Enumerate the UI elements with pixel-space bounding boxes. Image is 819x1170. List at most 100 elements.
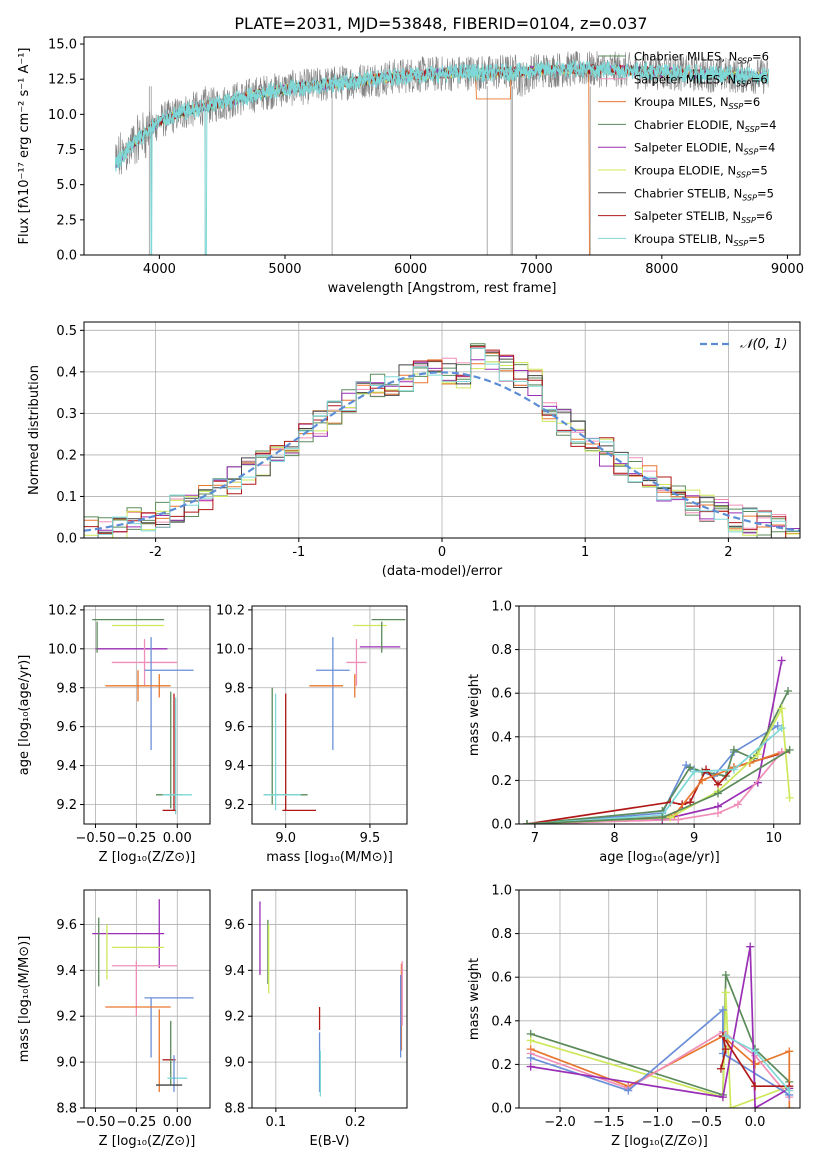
plus-marker — [751, 1104, 760, 1108]
plot-area — [92, 899, 194, 1092]
plus-marker — [726, 1104, 735, 1108]
plus-marker — [658, 813, 667, 822]
plot-area — [526, 942, 794, 1108]
x-tick-label: 6000 — [394, 262, 427, 277]
weight-line — [530, 946, 790, 1108]
plus-marker — [716, 1064, 725, 1073]
figure-title: PLATE=2031, MJD=53848, FIBERID=0104, z=0… — [234, 14, 647, 33]
y-tick-label: 9.6 — [224, 918, 245, 933]
y-tick-label: 8.8 — [224, 1102, 245, 1117]
y-tick-label: 0.3 — [56, 407, 77, 422]
plus-marker — [733, 800, 742, 809]
x-tick-label: 9000 — [771, 262, 804, 277]
gaussian-curve — [84, 371, 800, 532]
x-tick-label: 2 — [724, 545, 732, 560]
weight-line — [526, 749, 791, 824]
y-tick-label: 0.4 — [491, 730, 512, 745]
x-tick-label: 0.00 — [163, 831, 192, 846]
y-tick-label: 9.6 — [56, 918, 77, 933]
x-tick-label: −1.5 — [593, 1115, 625, 1130]
plus-marker — [721, 988, 730, 997]
y-axis-label: age [log₁₀(age/yr)] — [17, 655, 32, 776]
axes-frame — [251, 889, 408, 1109]
x-axis-label: age [log₁₀(age/yr)] — [599, 850, 720, 865]
x-tick-label: −0.25 — [116, 831, 156, 846]
weight-series — [522, 704, 794, 824]
weight-series — [522, 687, 793, 824]
y-tick-label: 0.2 — [491, 1058, 512, 1073]
y-tick-label: 0.2 — [56, 448, 77, 463]
y-tick-label: 10.2 — [216, 603, 245, 618]
axes-frame — [518, 889, 801, 1109]
y-tick-label: 9.6 — [56, 720, 77, 735]
legend-label: Chabrier MILES, NSSP=6 — [634, 50, 769, 66]
plus-marker — [785, 745, 794, 754]
plus-marker — [751, 1082, 760, 1091]
plus-marker — [785, 1086, 794, 1095]
plot-area — [522, 656, 794, 824]
x-tick-label: 9.5 — [360, 831, 381, 846]
y-tick-label: 1.0 — [491, 884, 512, 899]
axes-frame — [518, 605, 801, 825]
legend-label: Salpeter MILES, NSSP=6 — [634, 72, 768, 88]
y-tick-label: 9.4 — [56, 759, 77, 774]
plus-marker — [526, 1036, 535, 1045]
x-tick-label: 9.0 — [275, 831, 296, 846]
legend-label: Kroupa MILES, NSSP=6 — [634, 95, 760, 111]
y-tick-label: 10.0 — [216, 642, 245, 657]
y-tick-label: 0.2 — [491, 774, 512, 789]
x-axis-label: Z [log₁₀(Z/Z⊙)] — [611, 1134, 708, 1149]
y-axis-label: mass [log₁₀(M/M⊙)] — [17, 936, 32, 1063]
y-tick-label: 9.4 — [224, 759, 245, 774]
y-tick-label: 9.4 — [56, 964, 77, 979]
plus-marker — [718, 1093, 727, 1102]
x-tick-label: 7 — [531, 831, 539, 846]
plus-marker — [674, 815, 683, 824]
y-tick-label: 0.8 — [491, 927, 512, 942]
y-tick-label: 8.8 — [56, 1102, 77, 1117]
panel-mass_weight_vs_Z: −2.0 −1.5 −1.0 −0.5 0.0 0.0 0.2 0.4 0.6 0.8 1.0 Z [… — [467, 884, 801, 1149]
weight-line — [526, 660, 783, 824]
x-axis-label: (data-model)/error — [382, 564, 503, 579]
histogram-series — [84, 347, 800, 538]
x-axis-label: E(B-V) — [309, 1134, 349, 1149]
legend-label: Kroupa ELODIE, NSSP=5 — [634, 164, 768, 180]
y-axis-label: Flux [fλ10⁻¹⁷ erg cm⁻² s⁻¹ A⁻¹] — [17, 48, 32, 245]
y-tick-label: 9.4 — [224, 964, 245, 979]
y-tick-label: 0.4 — [491, 1014, 512, 1029]
x-tick-label: −0.50 — [76, 1115, 116, 1130]
axes-frame — [83, 889, 211, 1109]
weight-series — [522, 745, 794, 824]
plot-area — [114, 51, 770, 255]
x-tick-label: −2.0 — [544, 1115, 576, 1130]
panel-mass_vs_ebv: 0.1 0.2 8.8 9.0 9.2 9.4 9.6 E(B-V) — [224, 889, 408, 1149]
y-tick-label: 0.4 — [56, 365, 77, 380]
plus-marker — [624, 1086, 633, 1095]
y-tick-label: 9.2 — [56, 1010, 77, 1025]
y-tick-label: 0.0 — [491, 1102, 512, 1117]
x-axis-label: Z [log₁₀(Z/Z⊙)] — [99, 850, 196, 865]
x-tick-label: 8 — [610, 831, 618, 846]
x-tick-label: 10 — [765, 831, 782, 846]
x-tick-label: 0.00 — [163, 1115, 192, 1130]
error-bar-point — [346, 639, 367, 686]
panel-spectrum: 4000 5000 6000 7000 8000 9000 0.0 2.5 5.0 7.5 10.0… — [17, 36, 804, 296]
plus-marker — [721, 1045, 730, 1054]
legend-label: Chabrier ELODIE, NSSP=4 — [634, 118, 776, 134]
x-tick-label: 8000 — [645, 262, 678, 277]
error-bar-point — [105, 670, 171, 702]
plot-area — [263, 618, 406, 812]
legend: Chabrier MILES, NSSP=6 Salpeter MILES, NS… — [598, 50, 776, 248]
x-tick-label: −0.50 — [76, 831, 116, 846]
y-tick-label: 15.0 — [48, 38, 77, 53]
y-tick-label: 0.6 — [491, 687, 512, 702]
legend-label: Salpeter ELODIE, NSSP=4 — [634, 141, 775, 157]
x-tick-label: 0 — [438, 545, 446, 560]
x-tick-label: 1 — [581, 545, 589, 560]
plot-area — [92, 618, 194, 815]
y-tick-label: 9.2 — [224, 798, 245, 813]
y-tick-label: 0.0 — [56, 532, 77, 547]
error-bar-point — [111, 639, 178, 686]
plus-marker — [698, 776, 707, 785]
weight-line — [526, 690, 789, 824]
